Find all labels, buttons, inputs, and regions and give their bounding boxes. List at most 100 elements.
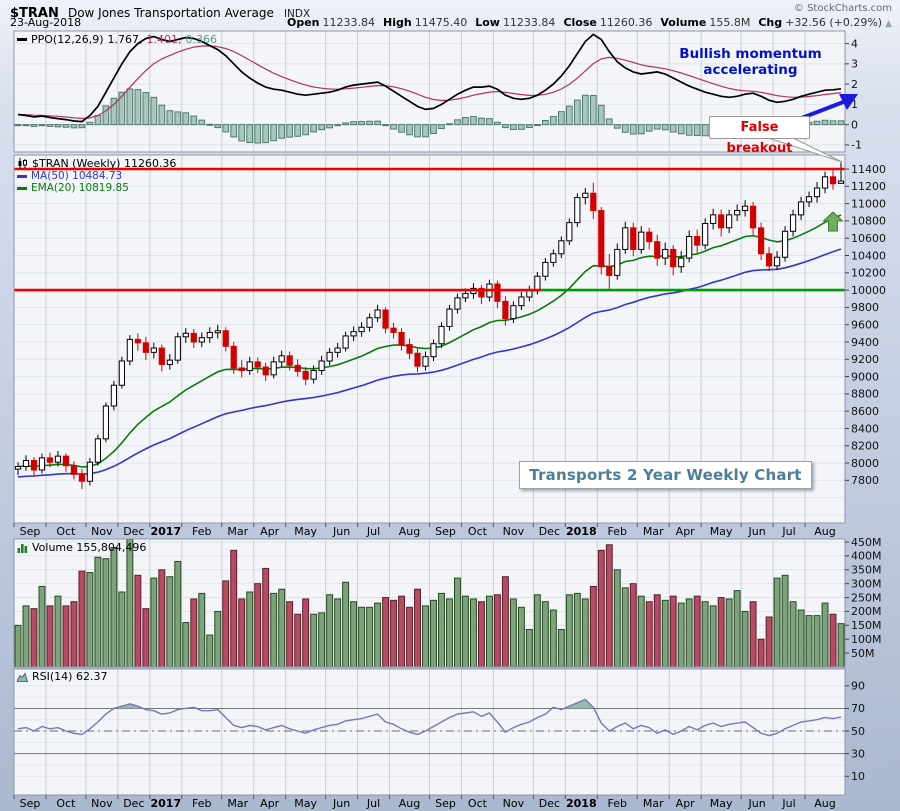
green-up-arrow	[822, 211, 844, 232]
ema20-legend: EMA(20) 10819.85	[17, 182, 129, 194]
svg-text:9600: 9600	[851, 318, 879, 331]
quote-label: Close	[563, 16, 597, 29]
svg-text:Feb: Feb	[608, 797, 627, 810]
svg-text:Nov: Nov	[91, 525, 113, 538]
svg-text:Mar: Mar	[643, 797, 664, 810]
quote-value: +32.56 (+0.29%)	[785, 16, 883, 29]
ppo-value: 1.767,	[107, 33, 143, 46]
svg-text:150M: 150M	[851, 619, 882, 632]
svg-text:May: May	[710, 525, 733, 538]
svg-text:Jun: Jun	[748, 525, 766, 538]
ppo-line-icon	[17, 38, 27, 41]
quote-label: Chg	[758, 16, 783, 29]
svg-text:Feb: Feb	[608, 525, 627, 538]
volume-legend-text: Volume 155,804,496	[32, 541, 147, 554]
symbol: $TRAN	[10, 6, 59, 21]
svg-text:Sep: Sep	[435, 797, 456, 810]
svg-text:Feb: Feb	[192, 525, 211, 538]
svg-text:Oct: Oct	[468, 797, 488, 810]
svg-text:8600: 8600	[851, 405, 879, 418]
quote-value: 11233.84	[502, 16, 556, 29]
month-axis: Sep Oct Nov Dec 2017 Feb Mar Apr May Jun Jul Aug Sep…	[13, 795, 836, 810]
svg-text:Jul: Jul	[366, 797, 380, 810]
quote-label: High	[383, 16, 412, 29]
svg-text:Apr: Apr	[260, 797, 280, 810]
svg-text:Aug: Aug	[814, 797, 835, 810]
svg-text:Sep: Sep	[20, 525, 41, 538]
ma50-line	[17, 248, 842, 478]
quote-label: Low	[475, 16, 500, 29]
chart-date: 23-Aug-2018	[10, 16, 82, 29]
svg-text:Aug: Aug	[814, 525, 835, 538]
svg-text:8800: 8800	[851, 388, 879, 401]
quote-value: 11260.36	[599, 16, 653, 29]
chart-header: $TRAN Dow Jones Transportation Average I…	[0, 0, 900, 30]
svg-text:90: 90	[851, 680, 865, 693]
volume-legend: Volume 155,804,496	[17, 541, 146, 554]
chart-caption-box: Transports 2 Year Weekly Chart	[519, 461, 812, 489]
svg-text:2017: 2017	[151, 797, 182, 810]
svg-text:Mar: Mar	[227, 525, 248, 538]
svg-text:9400: 9400	[851, 336, 879, 349]
candlestick-icon	[18, 158, 27, 169]
header-row-quote: 23-Aug-2018 Open 11233.84 High 11475.40 Low 1…	[10, 16, 892, 30]
svg-text:-1: -1	[851, 139, 862, 152]
svg-text:Jul: Jul	[366, 525, 380, 538]
ppo-legend: PPO(12,26,9) 1.767, 1.401, 0.366	[17, 33, 217, 46]
svg-text:May: May	[294, 797, 317, 810]
copyright: © StockCharts.com	[793, 3, 892, 14]
svg-text:350M: 350M	[851, 564, 882, 577]
symbol-name: Dow Jones Transportation Average	[67, 6, 274, 20]
rsi-line	[17, 698, 842, 737]
ppo-histogram-value: 0.366	[185, 33, 218, 46]
ma50-legend-text: MA(50) 10484.73	[31, 170, 123, 182]
rsi-legend-text: RSI(14) 62.37	[32, 670, 108, 683]
svg-text:9200: 9200	[851, 353, 879, 366]
svg-text:Jul: Jul	[781, 797, 795, 810]
ppo-signal-line	[17, 45, 842, 120]
svg-text:11400: 11400	[851, 163, 886, 176]
ma50-line-icon	[17, 174, 27, 178]
svg-text:Oct: Oct	[56, 525, 76, 538]
ema20-line-icon	[17, 186, 27, 190]
svg-text:Mar: Mar	[643, 525, 664, 538]
blue-arrow-head	[839, 94, 858, 110]
svg-text:10800: 10800	[851, 215, 886, 228]
svg-text:May: May	[294, 525, 317, 538]
exchange-tag: INDX	[283, 8, 311, 20]
svg-text:4: 4	[851, 37, 858, 50]
ema20-legend-text: EMA(20) 10819.85	[31, 182, 129, 194]
svg-text:May: May	[710, 797, 733, 810]
svg-text:Jun: Jun	[332, 525, 350, 538]
bullish-momentum-annotation: Bullish momentum accelerating	[679, 46, 822, 78]
ppo-histogram	[14, 88, 845, 144]
svg-text:Nov: Nov	[503, 525, 525, 538]
month-axis: Sep Oct Nov Dec 2017 Feb Mar Apr May Jun Jul Aug Sep…	[13, 523, 836, 538]
svg-text:Jul: Jul	[781, 525, 795, 538]
svg-text:Apr: Apr	[260, 525, 280, 538]
volume-bars-icon	[17, 543, 28, 553]
svg-text:10400: 10400	[851, 249, 886, 262]
false-breakout-callout: False breakout	[709, 116, 810, 156]
svg-text:Feb: Feb	[192, 797, 211, 810]
svg-text:2: 2	[851, 78, 858, 91]
volume-bars-layer	[14, 538, 845, 668]
price-legend-text: $TRAN (Weekly) 11260.36	[32, 157, 177, 170]
svg-text:70: 70	[851, 702, 865, 715]
svg-text:8400: 8400	[851, 422, 879, 435]
ppo-signal-value: 1.401,	[146, 33, 182, 46]
svg-text:10000: 10000	[851, 284, 886, 297]
svg-text:9000: 9000	[851, 370, 879, 383]
change-up-icon: ▲	[885, 19, 892, 29]
svg-text:Sep: Sep	[435, 525, 456, 538]
ma50-legend: MA(50) 10484.73	[17, 170, 122, 182]
quote-strip: Open 11233.84 High 11475.40 Low 11233.84 Close…	[279, 16, 892, 29]
svg-text:Oct: Oct	[56, 797, 76, 810]
svg-text:Dec: Dec	[539, 525, 560, 538]
svg-text:100M: 100M	[851, 633, 882, 646]
svg-text:450M: 450M	[851, 536, 882, 549]
quote-value: 155.8M	[709, 16, 751, 29]
svg-text:7800: 7800	[851, 474, 879, 487]
svg-text:Nov: Nov	[503, 797, 525, 810]
